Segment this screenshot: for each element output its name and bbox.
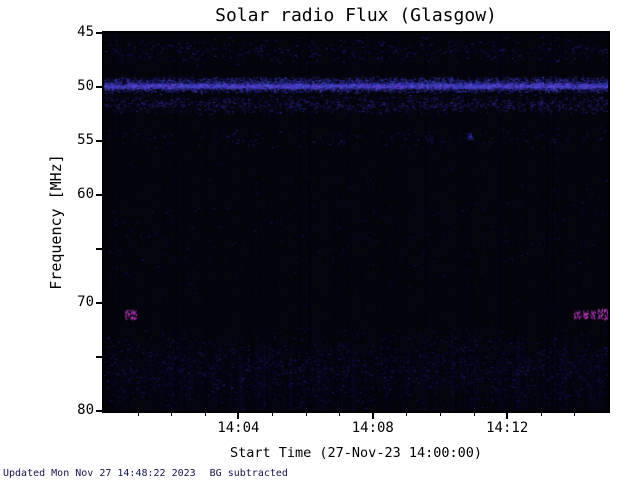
y-tick-mark bbox=[96, 86, 102, 88]
x-minor-tick-mark bbox=[137, 413, 139, 416]
x-minor-tick-mark bbox=[204, 413, 206, 416]
x-axis-label: Start Time (27-Nov-23 14:00:00) bbox=[230, 445, 482, 461]
x-minor-tick-mark bbox=[305, 413, 307, 416]
y-tick-mark bbox=[96, 356, 102, 358]
status-bar: Updated Mon Nov 27 14:48:22 2023 BG subtr… bbox=[3, 468, 288, 479]
updated-timestamp: Updated Mon Nov 27 14:48:22 2023 bbox=[3, 468, 196, 479]
y-tick-mark bbox=[96, 140, 102, 142]
x-minor-tick-mark bbox=[406, 413, 408, 416]
y-axis-label: Frequency [MHz] bbox=[47, 154, 65, 290]
y-tick-label: 45 bbox=[77, 24, 94, 40]
y-tick-label: 60 bbox=[77, 186, 94, 202]
y-tick-label: 55 bbox=[77, 132, 94, 148]
x-tick-mark bbox=[506, 413, 509, 419]
y-tick-label: 50 bbox=[77, 78, 94, 94]
x-tick-mark bbox=[237, 413, 240, 419]
bg-subtracted-note: BG subtracted bbox=[209, 468, 288, 479]
y-tick-label: 70 bbox=[77, 294, 94, 310]
x-minor-tick-mark bbox=[440, 413, 441, 416]
x-tick-label: 14:12 bbox=[486, 420, 529, 436]
x-minor-tick-mark bbox=[171, 413, 173, 416]
y-tick-mark bbox=[96, 302, 102, 304]
y-tick-mark bbox=[96, 410, 102, 412]
x-minor-tick-mark bbox=[540, 413, 542, 416]
y-tick-mark bbox=[96, 248, 102, 250]
x-minor-tick-mark bbox=[339, 413, 341, 416]
y-tick-label: 80 bbox=[77, 402, 94, 418]
x-tick-label: 14:04 bbox=[217, 420, 260, 436]
x-minor-tick-mark bbox=[574, 413, 576, 416]
chart-title: Solar radio Flux (Glasgow) bbox=[215, 5, 497, 26]
x-minor-tick-mark bbox=[272, 413, 273, 416]
plot-area bbox=[102, 31, 610, 413]
y-tick-mark bbox=[96, 32, 102, 34]
x-tick-label: 14:08 bbox=[351, 420, 394, 436]
x-minor-tick-mark bbox=[473, 413, 475, 416]
spectrogram-canvas bbox=[104, 33, 608, 411]
y-tick-mark bbox=[96, 194, 102, 196]
x-tick-mark bbox=[371, 413, 374, 419]
